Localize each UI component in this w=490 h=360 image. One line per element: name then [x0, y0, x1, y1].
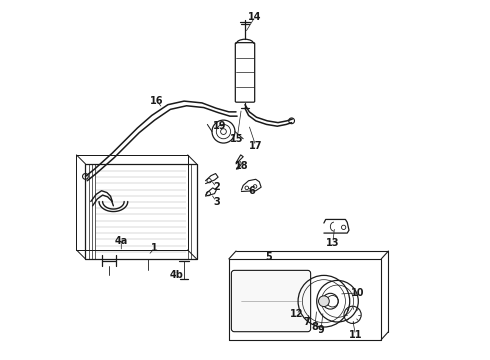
Text: 10: 10	[351, 288, 365, 298]
Text: 5: 5	[265, 252, 271, 262]
Text: 8: 8	[312, 322, 318, 332]
Text: 16: 16	[150, 96, 164, 106]
Text: 11: 11	[349, 330, 362, 340]
Text: 19: 19	[213, 121, 227, 131]
Text: 18: 18	[235, 161, 248, 171]
Circle shape	[318, 296, 329, 307]
Text: 6: 6	[249, 186, 256, 196]
Text: 17: 17	[249, 141, 263, 151]
Text: 7: 7	[303, 318, 310, 327]
Text: 1: 1	[151, 243, 158, 253]
Text: 13: 13	[326, 238, 340, 248]
Text: 15: 15	[230, 134, 244, 144]
Text: 4a: 4a	[115, 236, 128, 246]
Text: 2: 2	[213, 182, 220, 192]
FancyBboxPatch shape	[235, 42, 255, 102]
Text: 14: 14	[248, 12, 262, 22]
FancyBboxPatch shape	[231, 270, 311, 332]
Text: 12: 12	[290, 310, 303, 319]
Text: 9: 9	[318, 325, 324, 335]
Text: 3: 3	[213, 197, 220, 207]
Text: 4b: 4b	[170, 270, 184, 280]
